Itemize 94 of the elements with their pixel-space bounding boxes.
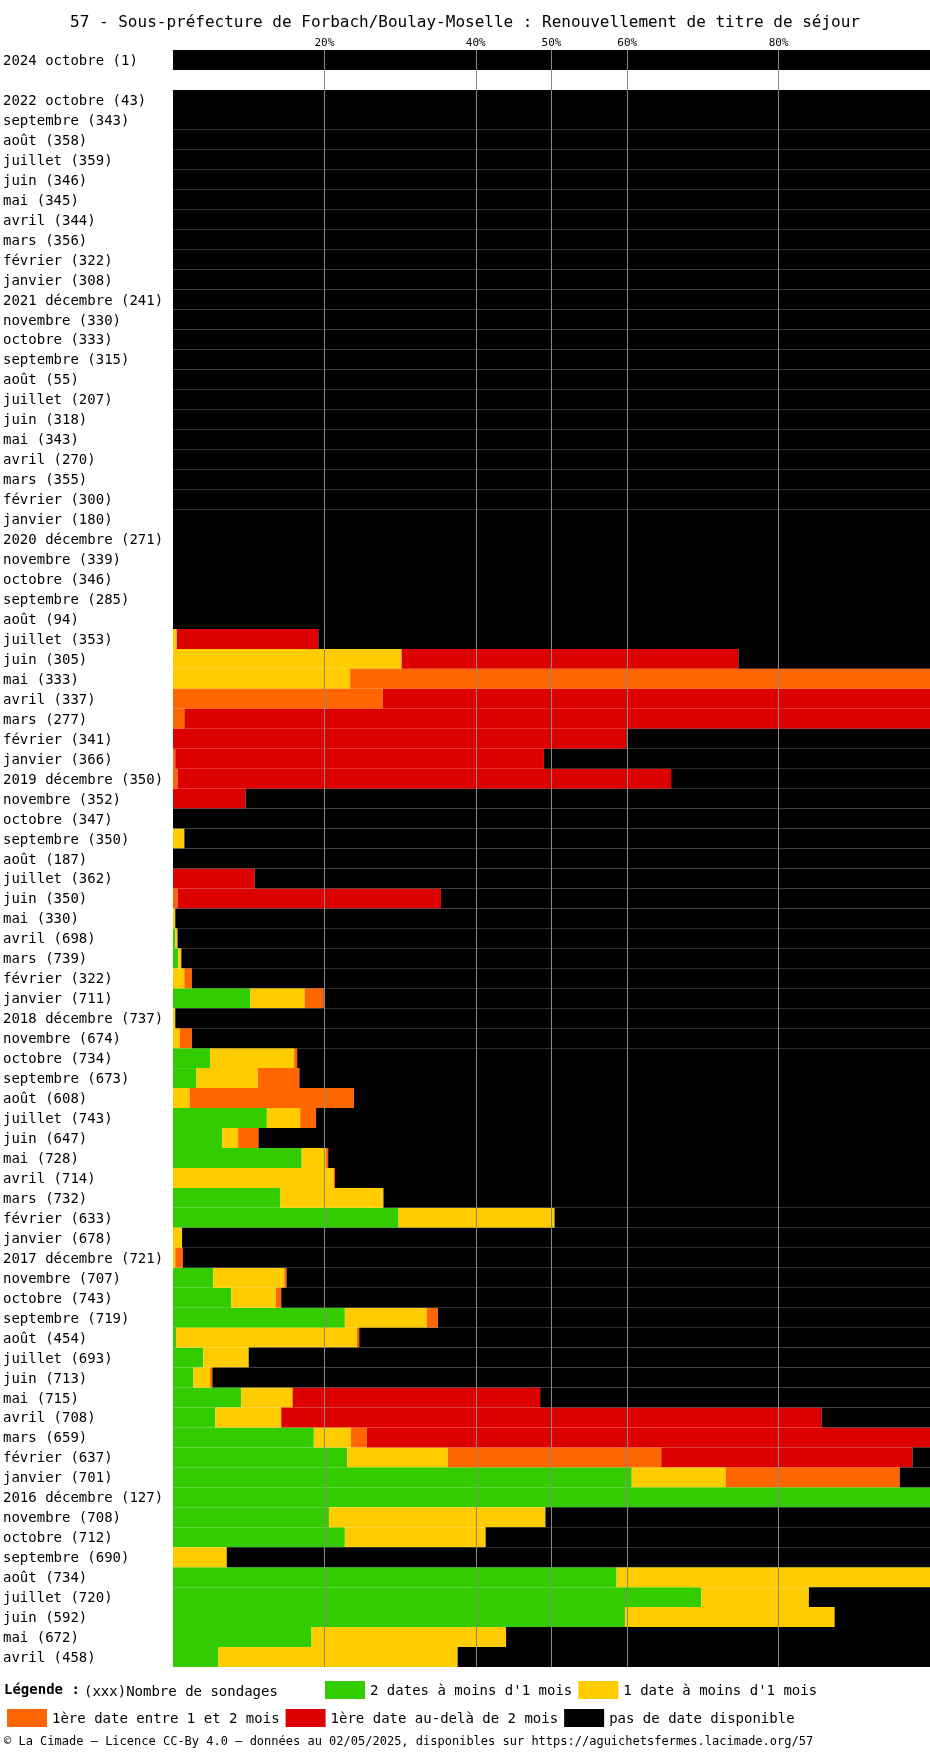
- y-tick-label: avril (458): [3, 1649, 96, 1666]
- y-tick-label: juin (713): [3, 1369, 88, 1386]
- y-tick-label: novembre (707): [3, 1269, 122, 1286]
- text: Légende :: [4, 1681, 80, 1697]
- y-tick-label: mai (345): [3, 191, 79, 208]
- y-tick-label: janvier (308): [3, 271, 113, 288]
- text: (xxx)Nombre de sondages: [84, 1683, 278, 1699]
- y-tick-label: juin (318): [3, 411, 88, 428]
- y-tick-label: 2018 décembre (737): [3, 1010, 164, 1027]
- y-tick-label: février (300): [3, 491, 113, 508]
- y-tick-label: janvier (366): [3, 750, 113, 767]
- y-tick-label: février (341): [3, 730, 113, 747]
- y-tick-label: août (358): [3, 131, 88, 148]
- y-tick-label: novembre (352): [3, 790, 122, 807]
- y-tick-label: janvier (711): [3, 990, 113, 1007]
- chart-title: 57 - Sous-préfecture de Forbach/Boulay-Moselle : Renouvellement de titre de séjour: [70, 11, 861, 31]
- y-tick-label: août (55): [3, 371, 79, 388]
- y-tick-label: février (637): [3, 1449, 113, 1466]
- y-tick-label: 2017 décembre (721): [3, 1249, 164, 1266]
- y-tick-label: avril (344): [3, 211, 96, 228]
- y-tick-label: février (322): [3, 251, 113, 268]
- y-tick-label: juillet (353): [3, 630, 113, 647]
- y-tick-label: mai (333): [3, 670, 79, 687]
- y-tick-label: avril (270): [3, 451, 96, 468]
- y-tick-label: avril (714): [3, 1169, 96, 1186]
- legend-label: 2 dates à moins d'1 mois: [370, 1682, 573, 1698]
- y-tick-label: mai (715): [3, 1389, 79, 1406]
- y-tick-label: septembre (285): [3, 590, 130, 607]
- legend-label: 1ère date entre 1 et 2 mois: [52, 1710, 280, 1726]
- y-tick-label: avril (698): [3, 930, 96, 947]
- y-tick-label: juillet (359): [3, 151, 113, 168]
- y-tick-label: juin (592): [3, 1609, 88, 1626]
- y-tick-label: avril (708): [3, 1409, 96, 1426]
- y-tick-label: septembre (719): [3, 1309, 130, 1326]
- x-tick-label: 60%: [617, 36, 638, 49]
- y-tick-label: 2024 octobre (1): [3, 51, 138, 68]
- y-tick-label: juin (647): [3, 1129, 88, 1146]
- y-tick-label: septembre (690): [3, 1549, 130, 1566]
- y-tick-label: 2022 octobre (43): [3, 91, 147, 108]
- y-tick-label: janvier (701): [3, 1469, 113, 1486]
- text: © La Cimade — Licence CC-By 4.0 — données au 02/05/2025, disponibles sur https://aguichetsfermes.lacimade.org/57: [4, 1734, 814, 1748]
- y-tick-label: juin (346): [3, 171, 88, 188]
- x-tick-label: 50%: [541, 36, 562, 49]
- y-tick-label: 2016 décembre (127): [3, 1489, 164, 1506]
- x-tick-label: 20%: [314, 36, 335, 49]
- y-tick-label: novembre (330): [3, 311, 122, 328]
- y-tick-label: mars (732): [3, 1189, 88, 1206]
- y-tick-label: mars (277): [3, 710, 88, 727]
- x-tick-label: 40%: [465, 36, 487, 49]
- y-tick-label: mars (739): [3, 950, 88, 967]
- y-tick-label: mai (330): [3, 910, 79, 927]
- y-tick-label: mars (659): [3, 1429, 88, 1446]
- y-tick-label: août (94): [3, 610, 79, 627]
- y-tick-label: mai (343): [3, 431, 79, 448]
- y-tick-label: août (187): [3, 850, 88, 867]
- y-tick-label: juillet (720): [3, 1589, 113, 1606]
- x-tick-label: 80%: [768, 36, 789, 49]
- y-tick-label: novembre (339): [3, 551, 122, 568]
- y-tick-label: 2020 décembre (271): [3, 531, 164, 548]
- y-tick-label: juillet (743): [3, 1110, 113, 1127]
- legend-label: 1 date à moins d'1 mois: [623, 1682, 818, 1698]
- y-tick-label: septembre (350): [3, 830, 130, 847]
- y-tick-label: 2019 décembre (350): [3, 770, 164, 787]
- y-tick-label: août (608): [3, 1090, 88, 1107]
- y-tick-label: septembre (315): [3, 351, 130, 368]
- y-tick-label: septembre (673): [3, 1070, 130, 1087]
- y-tick-label: octobre (743): [3, 1289, 113, 1306]
- legend-label: pas de date disponible: [609, 1710, 795, 1726]
- y-tick-label: août (734): [3, 1569, 88, 1586]
- y-tick-label: juin (350): [3, 890, 88, 907]
- y-tick-label: juillet (362): [3, 870, 113, 887]
- legend-label: 1ère date au-delà de 2 mois: [330, 1710, 559, 1726]
- y-tick-label: 2021 décembre (241): [3, 291, 164, 308]
- y-tick-label: novembre (708): [3, 1509, 122, 1526]
- y-tick-label: août (454): [3, 1329, 88, 1346]
- y-tick-label: novembre (674): [3, 1030, 122, 1047]
- y-tick-label: septembre (343): [3, 111, 130, 128]
- y-tick-label: juillet (207): [3, 391, 113, 408]
- y-tick-label: octobre (347): [3, 810, 113, 827]
- y-tick-label: octobre (333): [3, 331, 113, 348]
- y-tick-label: mai (672): [3, 1629, 79, 1646]
- y-tick-label: avril (337): [3, 690, 96, 707]
- y-tick-label: février (322): [3, 970, 113, 987]
- y-tick-label: octobre (712): [3, 1529, 113, 1546]
- y-tick-label: juillet (693): [3, 1349, 113, 1366]
- y-tick-label: octobre (734): [3, 1050, 113, 1067]
- y-tick-label: janvier (678): [3, 1229, 113, 1246]
- y-tick-label: février (633): [3, 1209, 113, 1226]
- y-tick-label: mars (355): [3, 471, 88, 488]
- y-tick-label: juin (305): [3, 650, 88, 667]
- y-tick-label: octobre (346): [3, 571, 113, 588]
- y-tick-label: mai (728): [3, 1149, 79, 1166]
- y-tick-label: janvier (180): [3, 511, 113, 528]
- y-tick-label: mars (356): [3, 231, 88, 248]
